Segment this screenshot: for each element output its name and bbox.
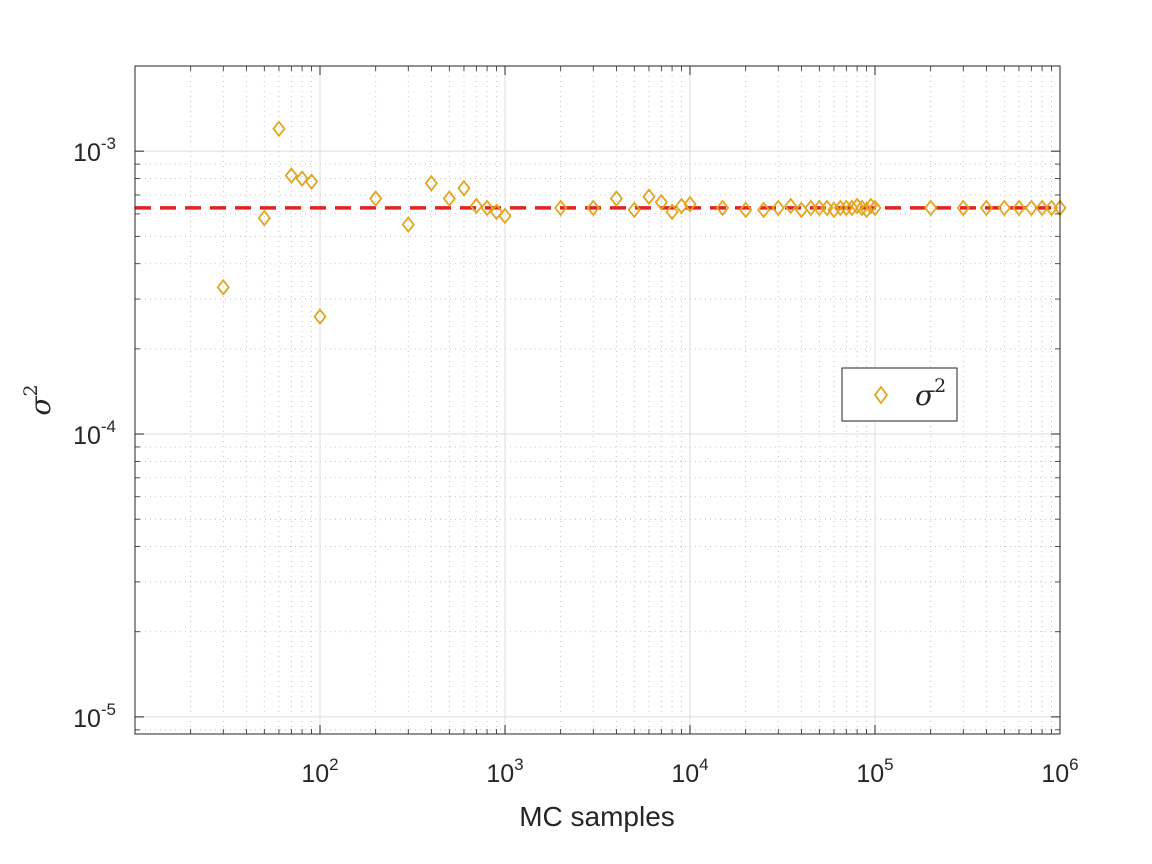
data-point (683, 195, 697, 213)
data-point (665, 203, 679, 221)
data-point (272, 120, 286, 138)
data-point (498, 207, 512, 225)
legend-label-exponent: 2 (934, 375, 946, 397)
legend-label-symbol: σ (915, 379, 935, 412)
data-point (401, 216, 415, 234)
y-tick-labels: 10-5 10-4 10-3 (73, 134, 116, 733)
data-point (1035, 199, 1049, 217)
data-point (845, 199, 859, 217)
data-point (997, 199, 1011, 217)
y-tick-label: 10-5 (73, 700, 116, 733)
data-point (654, 193, 668, 211)
data-point (554, 199, 568, 217)
data-point (284, 167, 298, 184)
data-point (1012, 199, 1026, 217)
data-point (304, 173, 319, 191)
data-point (442, 190, 456, 207)
tick-marks (134, 65, 1061, 734)
y-axis-label-symbol: σ (24, 396, 57, 416)
data-point (739, 201, 753, 219)
data-point (457, 179, 471, 197)
y-tick-label: 10-4 (73, 417, 116, 450)
x-tick-label: 104 (671, 755, 708, 788)
data-point (489, 203, 504, 221)
legend: σ2 (841, 367, 958, 422)
data-point (257, 209, 271, 227)
x-tick-label: 103 (486, 755, 523, 788)
data-point (864, 197, 878, 215)
data-point (313, 308, 327, 326)
data-point (216, 278, 230, 296)
data-point (979, 199, 994, 217)
legend-label: σ2 (915, 375, 946, 412)
data-point (833, 199, 848, 217)
x-axis-label: MC samples (519, 801, 675, 832)
data-point (784, 197, 798, 215)
data-point (756, 201, 771, 219)
data-point (1024, 199, 1038, 217)
data-point (956, 199, 970, 217)
x-tick-label: 105 (856, 755, 893, 788)
data-point (642, 188, 656, 206)
data-point (771, 199, 785, 217)
data-point (480, 199, 494, 217)
data-point (424, 174, 439, 192)
data-point (627, 201, 641, 219)
data-point (924, 199, 938, 217)
y-tick-label: 10-3 (73, 134, 116, 167)
data-point (827, 201, 841, 219)
data-point (839, 199, 853, 217)
y-axis-label: σ2 (20, 384, 57, 415)
x-tick-label: 102 (301, 755, 338, 788)
data-point (715, 199, 730, 217)
legend-box (841, 367, 958, 422)
data-point (586, 199, 600, 217)
data-point (820, 199, 834, 217)
x-tick-labels: 102 103 104 105 106 (301, 755, 1078, 788)
y-axis-label-exponent: 2 (20, 384, 42, 396)
data-point (369, 190, 383, 207)
data-point (295, 170, 309, 188)
data-point (609, 190, 624, 207)
x-tick-label: 106 (1041, 755, 1078, 788)
axes-box (134, 65, 1061, 735)
legend-marker-diamond-icon (873, 385, 889, 405)
svg-text:σ2: σ2 (20, 384, 57, 415)
data-point (868, 199, 882, 217)
data-point (469, 197, 483, 215)
